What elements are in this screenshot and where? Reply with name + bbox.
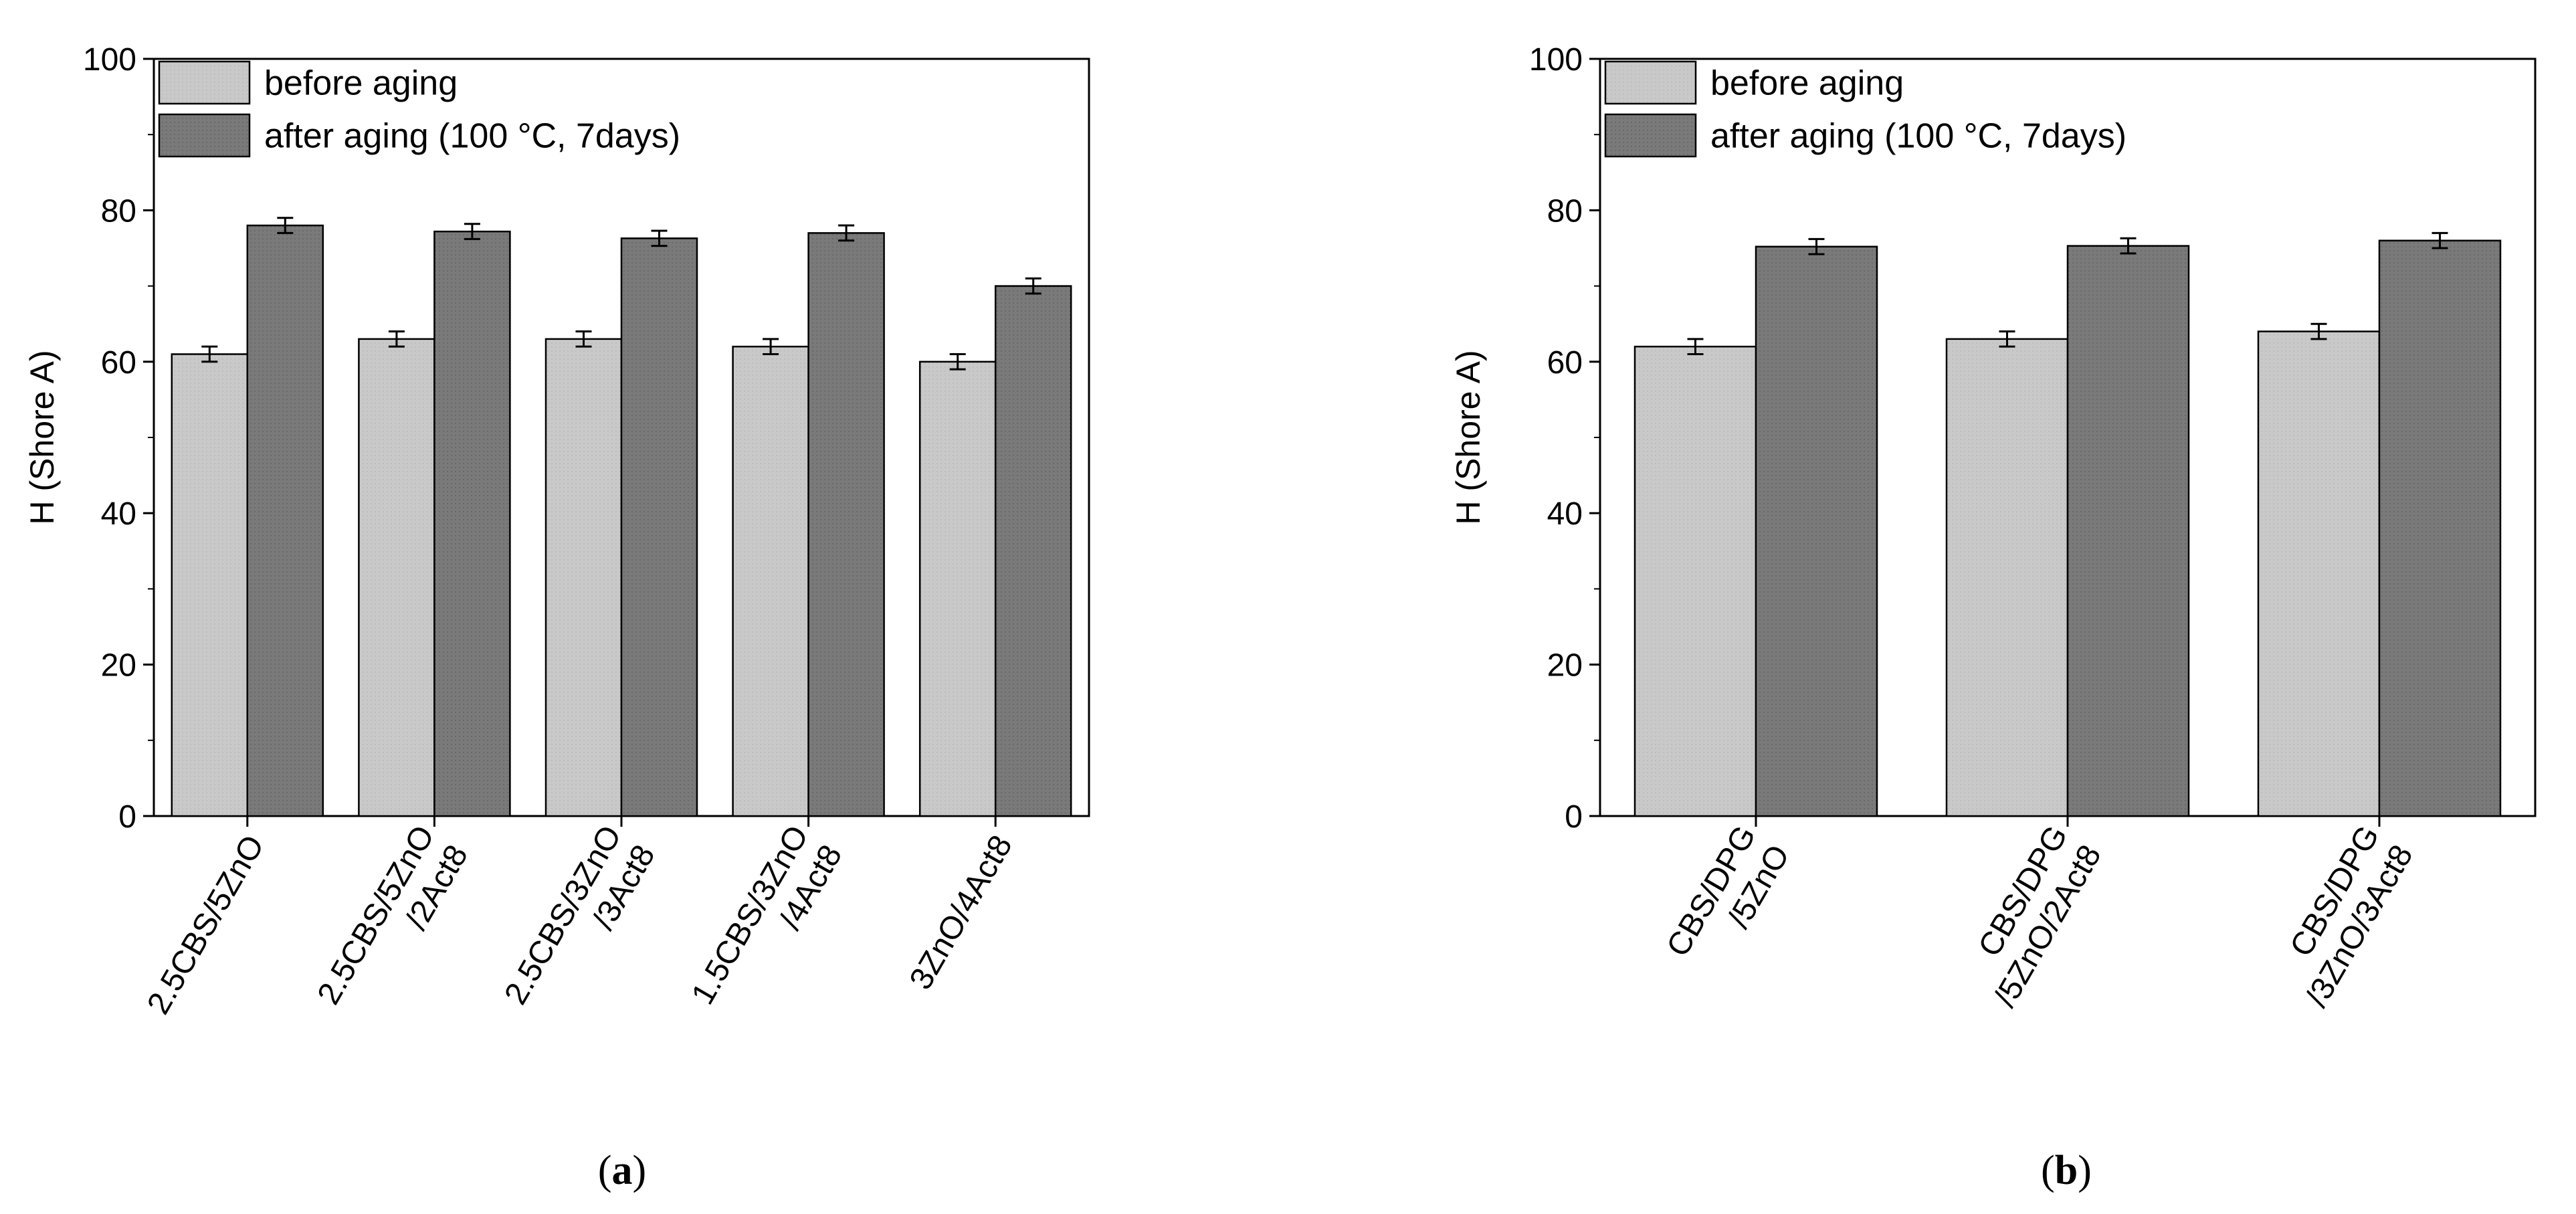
x-category-label: 1.5CBS/3ZnO/4Act8 (685, 820, 850, 1030)
bar-after-aging (1755, 245, 1878, 817)
x-category-label: 2.5CBS/5ZnO (140, 829, 271, 1020)
y-tick-label: 60 (101, 345, 136, 381)
y-tick-label: 20 (101, 648, 136, 684)
bar-after-aging (2066, 245, 2190, 817)
y-tick-label: 0 (118, 799, 136, 835)
x-category-label: 2.5CBS/3ZnO/3Act8 (498, 820, 662, 1030)
y-tick-label: 80 (1547, 193, 1583, 229)
legend-swatch-after (158, 113, 251, 158)
legend-swatch-before (1604, 60, 1697, 105)
y-axis-title: H (Shore A) (1450, 350, 1487, 524)
x-category-label: CBS/DPG/5ZnO (1660, 820, 1797, 983)
x-category-label: 2.5CBS/5ZnO/2Act8 (311, 820, 476, 1030)
legend-label-after: after aging (100 °C, 7days) (264, 117, 680, 156)
panel-label: (b) (2041, 1148, 2092, 1193)
bar-before-aging (358, 338, 435, 817)
panel-a-chart: 0 20 40 60 80 100 H (Shore A) 2.5CBS/5ZnO 2.5CBS… (23, 42, 1090, 1193)
x-category-label: CBS/DPG/5ZnO/2Act8 (1954, 820, 2108, 1013)
x-category-label: CBS/DPG/3ZnO/3Act8 (2266, 820, 2420, 1013)
bar-after-aging (807, 232, 885, 817)
bar-before-aging (918, 361, 997, 817)
legend-label-after: after aging (100 °C, 7days) (1710, 117, 2126, 156)
legend-label-before: before aging (264, 64, 458, 103)
bar-before-aging (1633, 345, 1757, 817)
y-tick-label: 40 (101, 496, 136, 532)
bar-before-aging (544, 338, 623, 817)
legend-swatch-before (158, 60, 251, 105)
bar-before-aging (732, 345, 809, 817)
legend-label-before: before aging (1710, 64, 1904, 103)
y-tick-label: 80 (101, 193, 136, 229)
bar-after-aging (433, 230, 511, 817)
legend-swatch-after (1604, 113, 1697, 158)
bar-before-aging (1945, 338, 2069, 817)
y-tick-label: 100 (1529, 42, 1583, 78)
y-axis-title: H (Shore A) (23, 350, 61, 524)
y-tick-label: 60 (1547, 345, 1583, 381)
y-tick-label: 40 (1547, 496, 1583, 532)
y-tick-label: 0 (1565, 799, 1583, 835)
y-tick-label: 20 (1547, 648, 1583, 684)
bar-after-aging (994, 285, 1072, 817)
panel-b-chart: 0 20 40 60 80 100 H (Shore A) CBS/DPG/5ZnO CBS/D… (1450, 42, 2537, 1193)
y-tick-label: 100 (83, 42, 136, 78)
bar-before-aging (171, 353, 249, 817)
panel-label: (a) (598, 1148, 646, 1193)
bar-before-aging (2257, 330, 2381, 817)
bar-after-aging (620, 237, 698, 817)
x-category-label: 3ZnO/4Act8 (903, 829, 1019, 995)
bar-after-aging (246, 224, 324, 817)
bar-after-aging (2378, 239, 2502, 817)
